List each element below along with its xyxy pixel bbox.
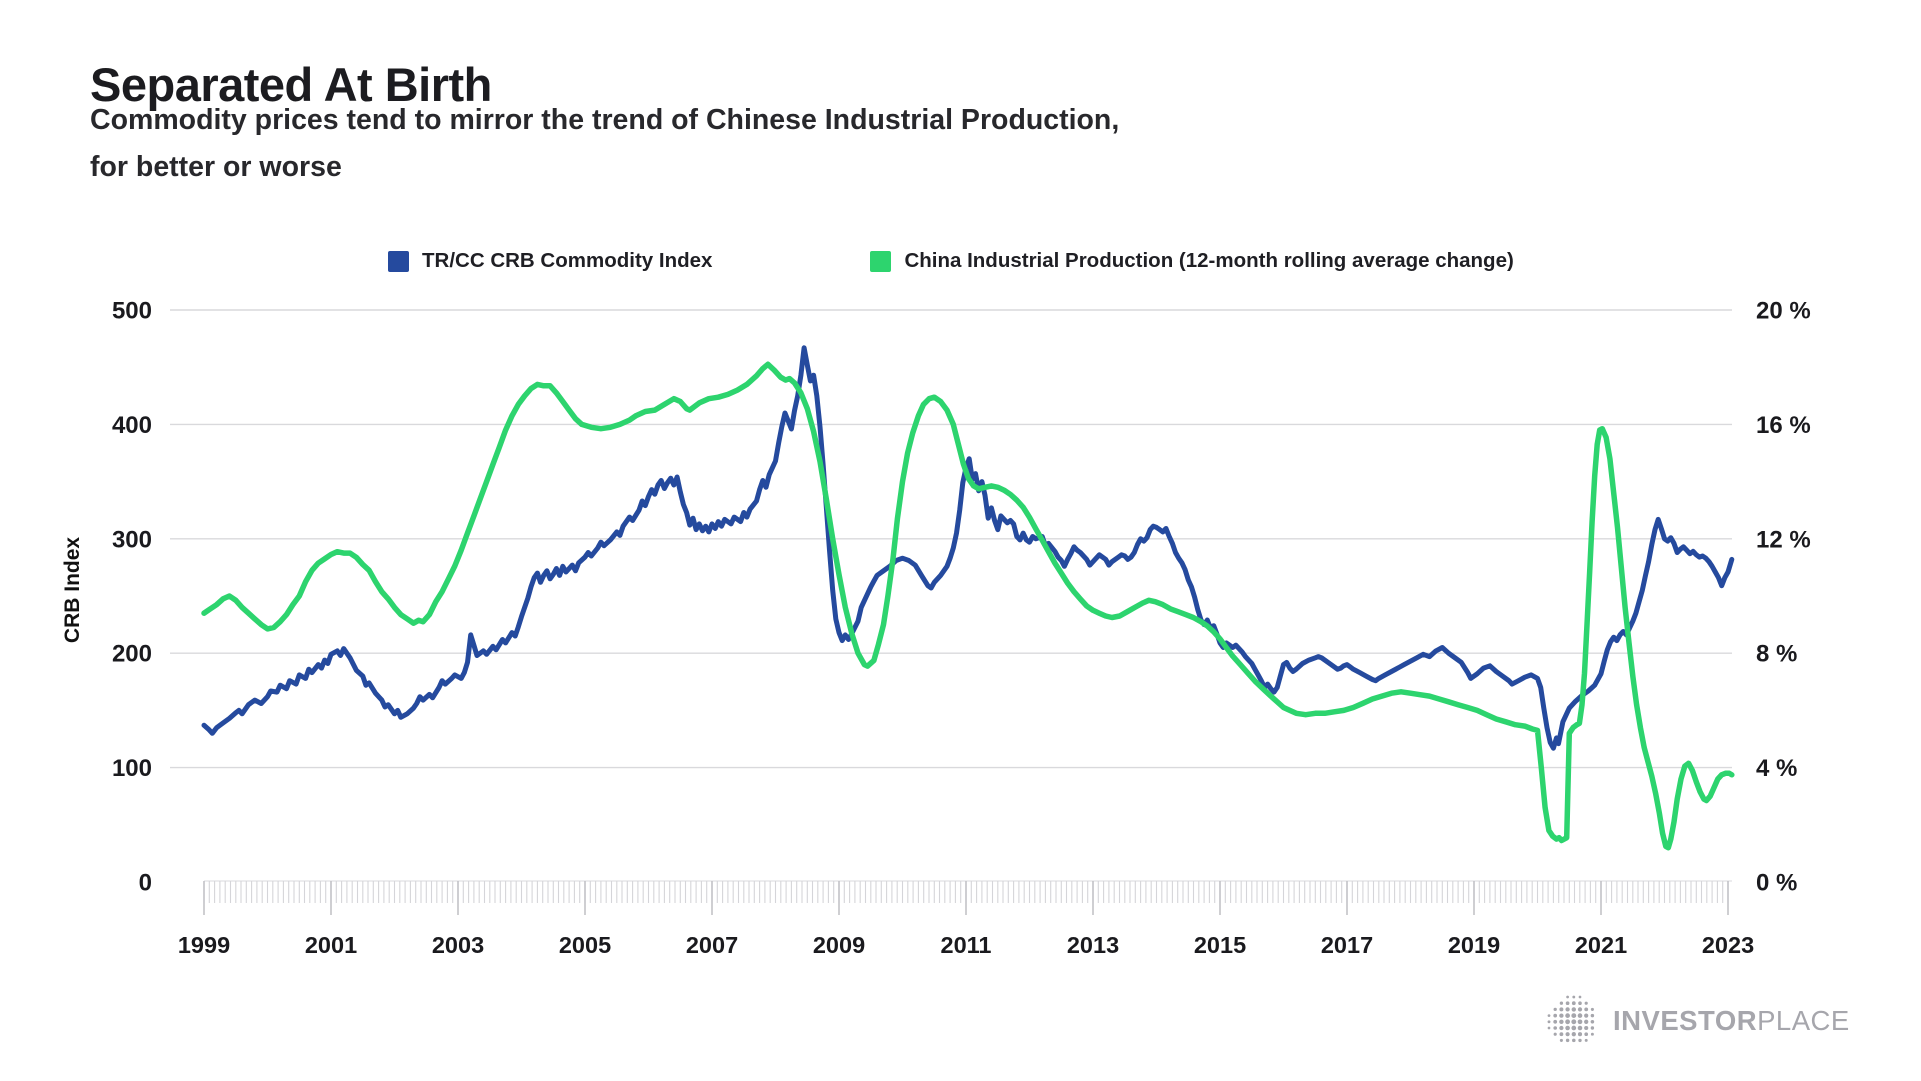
x-label-2009: 2009 (813, 932, 865, 958)
globe-dot (1584, 1001, 1588, 1005)
globe-dot (1553, 1013, 1558, 1018)
globe-dot (1584, 1038, 1588, 1042)
axis-tick-labels: 0 100 200 300 400 500 0 % 4 % 8 % 12 % 16 % 20 % 199… (112, 298, 1811, 959)
x-label-2001: 2001 (305, 932, 357, 958)
y-right-label-16: 16 % (1756, 412, 1811, 439)
globe-dot (1553, 1026, 1557, 1030)
globe-dot (1584, 1025, 1589, 1031)
globe-dot (1565, 1013, 1570, 1018)
globe-icon (1547, 995, 1595, 1043)
globe-dot (1578, 995, 1582, 999)
x-label-1999: 1999 (178, 932, 230, 958)
globe-dot (1571, 1032, 1576, 1037)
globe-dot (1584, 1013, 1589, 1018)
globe-dot (1577, 1019, 1583, 1025)
x-label-2013: 2013 (1067, 932, 1119, 958)
globe-dot (1553, 1007, 1557, 1012)
crb-index-line (201, 345, 1735, 751)
globe-dot (1584, 1007, 1589, 1012)
x-label-2003: 2003 (432, 932, 484, 958)
legend-item-china-ip: China Industrial Production (12-month ro… (870, 249, 1514, 273)
globe-dot (1565, 1038, 1570, 1043)
globe-dot (1565, 1032, 1570, 1037)
y-left-label-500: 500 (112, 298, 152, 325)
globe-dot (1571, 1013, 1577, 1018)
globe-dot (1590, 1020, 1595, 1024)
globe-dot (1590, 1032, 1594, 1036)
globe-dot (1584, 1019, 1589, 1024)
china-ip-legend-swatch-icon (870, 250, 892, 272)
globe-dot (1590, 1013, 1595, 1018)
crb-legend-swatch-icon (388, 250, 409, 272)
brand-wordmark: INVESTORPLACE (1613, 1005, 1850, 1037)
gridlines (170, 309, 1732, 769)
globe-dot (1559, 1032, 1564, 1037)
globe-dot (1577, 1032, 1583, 1037)
globe-dot (1572, 1038, 1576, 1043)
globe-dot (1559, 1019, 1564, 1025)
globe-dot (1577, 1025, 1583, 1031)
globe-dot (1577, 1013, 1583, 1018)
china-ip-line (201, 361, 1735, 851)
globe-dot (1565, 1007, 1570, 1012)
globe-dot (1590, 1026, 1595, 1030)
globe-dot (1553, 1019, 1558, 1024)
page-title: Separated At Birth (90, 58, 492, 112)
subtitle-line-2: for better or worse (90, 151, 342, 183)
globe-dot (1565, 1025, 1570, 1031)
globe-dot (1578, 1038, 1582, 1043)
chart-subtitle: Commodity prices tend to mirror the tren… (90, 97, 1119, 191)
investorplace-logo: INVESTORPLACE (1546, 994, 1850, 1048)
globe-dot (1577, 1007, 1583, 1012)
y-left-label-100: 100 (112, 755, 152, 782)
globe-dot (1578, 1001, 1582, 1005)
data-series (201, 345, 1735, 851)
globe-dot (1547, 1014, 1551, 1017)
y-left-label-300: 300 (112, 526, 152, 553)
x-label-2011: 2011 (941, 932, 992, 958)
legend-label-crb-index: TR/CC CRB Commodity Index (422, 249, 713, 272)
globe-dot (1559, 1007, 1564, 1012)
x-label-2007: 2007 (686, 932, 738, 958)
globe-dot (1547, 1020, 1551, 1024)
globe-dot (1565, 1019, 1570, 1025)
legend: TR/CC CRB Commodity Index China Industri… (388, 249, 1562, 273)
globe-dot (1572, 995, 1576, 999)
globe-dot (1571, 1019, 1577, 1025)
globe-dot (1559, 1038, 1563, 1042)
globe-dot (1547, 1026, 1551, 1030)
globe-dot (1590, 1007, 1594, 1011)
y-right-label-12: 12 % (1756, 526, 1811, 553)
x-label-2017: 2017 (1321, 932, 1373, 958)
x-label-2005: 2005 (559, 932, 611, 958)
globe-dot (1553, 1032, 1557, 1036)
globe-dot (1565, 1001, 1570, 1006)
subtitle-line-1: Commodity prices tend to mirror the tren… (90, 104, 1120, 136)
globe-dot (1559, 1025, 1564, 1031)
legend-label-china-ip: China Industrial Production (12-month ro… (904, 249, 1514, 272)
y-left-label-200: 200 (112, 641, 152, 668)
y-right-label-20: 20 % (1756, 298, 1811, 325)
y-right-label-8: 8 % (1756, 641, 1797, 668)
globe-dot (1571, 1025, 1577, 1031)
x-label-2015: 2015 (1194, 932, 1246, 958)
y-left-label-0: 0 (139, 870, 152, 897)
globe-dot (1584, 1032, 1589, 1037)
brand-investor: INVESTOR (1613, 1005, 1758, 1036)
globe-dot (1559, 1001, 1564, 1005)
x-label-2019: 2019 (1448, 932, 1500, 958)
y-right-label-4: 4 % (1756, 755, 1797, 782)
y-left-label-400: 400 (112, 412, 152, 439)
globe-dot (1566, 995, 1569, 999)
globe-dot (1571, 1001, 1576, 1006)
x-label-2021: 2021 (1575, 932, 1627, 958)
globe-dot (1559, 1013, 1564, 1018)
globe-dot (1571, 1007, 1577, 1012)
y-right-label-0: 0 % (1756, 870, 1797, 897)
x-axis-ticks (203, 880, 1732, 915)
brand-place: PLACE (1757, 1005, 1850, 1036)
x-label-2023: 2023 (1702, 932, 1754, 958)
legend-item-crb-index: TR/CC CRB Commodity Index (388, 249, 712, 273)
